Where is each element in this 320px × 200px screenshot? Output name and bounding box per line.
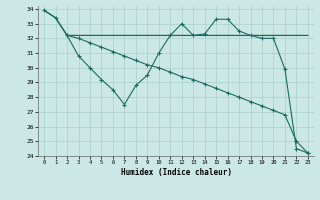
X-axis label: Humidex (Indice chaleur): Humidex (Indice chaleur) bbox=[121, 168, 231, 177]
